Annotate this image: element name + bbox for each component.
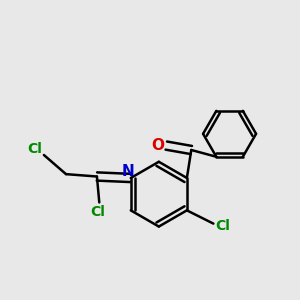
Text: Cl: Cl [28, 142, 43, 155]
Text: O: O [152, 138, 164, 153]
Text: N: N [122, 164, 134, 179]
Text: Cl: Cl [215, 219, 230, 233]
Text: Cl: Cl [90, 205, 105, 219]
